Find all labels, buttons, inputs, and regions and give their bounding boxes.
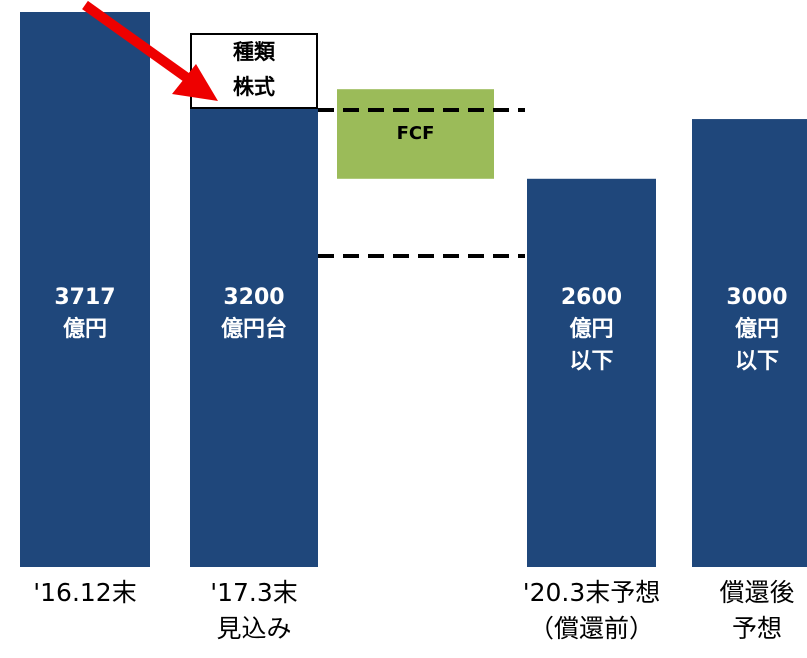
value-label: 3200 億円台 [220, 285, 287, 342]
value-label: FCF [396, 122, 435, 144]
bar [692, 119, 807, 568]
fcf-bar [337, 89, 494, 179]
x-tick-label: '16.12末 [33, 578, 137, 607]
x-tick-label: '20.3末予想 （償還前） [522, 578, 661, 643]
value-label: 3717 億円 [54, 285, 116, 342]
value-label: 2600 億円 以下 [560, 285, 623, 374]
annotation: 種類 株式 [190, 33, 318, 109]
x-tick-label: 償還後 予想 [719, 578, 795, 643]
bar [190, 89, 318, 568]
bar [20, 12, 150, 567]
x-tick-label: '17.3末 見込み [210, 578, 298, 643]
value-label: 3000 億円 以下 [726, 285, 788, 374]
bar [527, 178, 656, 567]
